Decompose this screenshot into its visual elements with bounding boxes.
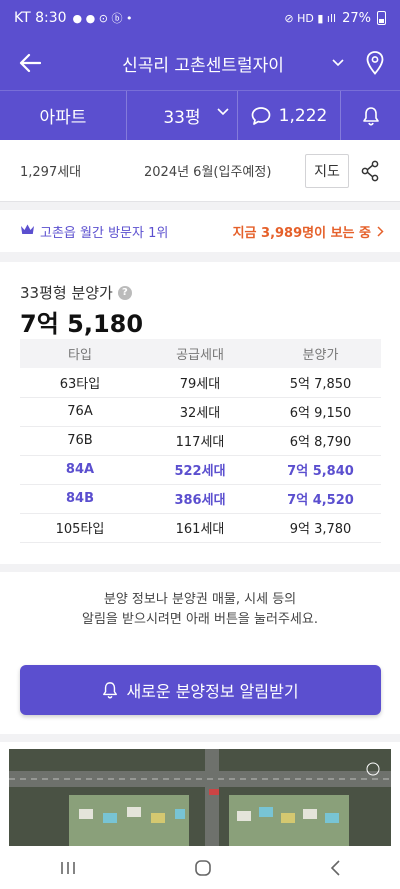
table-row: 76A 32세대 6억 9,150	[20, 397, 381, 427]
table-cell-type: 63타입	[20, 368, 140, 398]
notification-icons: ● ● ⊙ ⓑ •	[72, 12, 133, 25]
crown-icon	[21, 224, 34, 234]
bell-icon	[362, 106, 379, 125]
status-time: KT 8:30	[14, 10, 67, 26]
complex-info-row: 1,297세대 2024년 6월(입주예정) 지도	[0, 140, 400, 202]
subscribe-alert-button[interactable]: 새로운 분양정보 알림받기	[20, 665, 381, 715]
table-row: 105타입 161세대 9억 3,780	[20, 513, 381, 543]
table-cell-price: 6억 8,790	[260, 426, 381, 456]
location-pin-icon	[366, 51, 384, 75]
site-plan-section	[0, 742, 400, 846]
subscribe-alert-label: 새로운 분양정보 알림받기	[126, 682, 299, 701]
size-selector[interactable]: 33평	[127, 90, 238, 141]
chevron-down-icon	[332, 59, 344, 67]
title-dropdown[interactable]	[326, 59, 350, 67]
table-header-row: 타입 공급세대 분양가	[20, 339, 381, 368]
table-cell-type: 76A	[20, 397, 140, 427]
back-arrow-icon	[19, 53, 41, 73]
map-button[interactable]: 지도	[305, 154, 349, 188]
price-section: 33평형 분양가 ? 7억 5,180 타입 공급세대 분양가 63타입 79세대…	[0, 262, 400, 564]
alert-line-1: 분양 정보나 분양권 매물, 시세 등의	[103, 592, 297, 607]
table-cell-type: 105타입	[20, 513, 140, 543]
back-button[interactable]	[0, 36, 60, 90]
app-header: 신곡리 고촌센트럴자이	[0, 36, 400, 90]
table-cell-units: 161세대	[140, 513, 260, 543]
household-count: 1,297세대	[20, 165, 82, 180]
table-cell-units: 79세대	[140, 368, 260, 398]
table-row: 84A 522세대 7억 5,840	[20, 455, 381, 485]
live-viewers-text: 지금 3,989명이 보는 중	[232, 225, 371, 241]
table-cell-price: 6억 9,150	[260, 397, 381, 427]
table-cell-price: 9억 3,780	[260, 513, 381, 543]
chevron-down-icon	[217, 107, 229, 115]
bell-icon	[103, 682, 118, 699]
comments-button[interactable]: 1,222	[238, 90, 341, 141]
table-cell-type: 76B	[20, 426, 140, 456]
question-icon[interactable]: ?	[117, 285, 132, 300]
table-cell-price: 5억 7,850	[260, 368, 381, 398]
nav-recent-icon[interactable]	[59, 860, 77, 876]
price-label: 33평형 분양가	[20, 284, 113, 302]
system-nav-bar	[0, 846, 400, 889]
table-row: 63타입 79세대 5억 7,850	[20, 368, 381, 398]
table-cell-type: 84A	[20, 455, 140, 485]
move-in-date: 2024년 6월(입주예정)	[144, 165, 272, 180]
alert-section: 분양 정보나 분양권 매물, 시세 등의 알림을 받으시려면 아래 버튼을 눌러…	[0, 572, 400, 734]
battery-level: 27%	[342, 10, 371, 26]
status-bar: KT 8:30 ● ● ⊙ ⓑ • ⊘ HD ▮ ıll 27%	[0, 0, 400, 36]
table-cell-units: 386세대	[140, 484, 260, 514]
nav-home-icon[interactable]	[194, 859, 212, 877]
table-row: 76B 117세대 6억 8,790	[20, 426, 381, 456]
comment-icon	[251, 106, 271, 125]
filter-bar: 아파트 33평 1,222	[0, 90, 400, 141]
nav-back-icon[interactable]	[329, 859, 341, 877]
visitor-rank-banner[interactable]: 고촌읍 월간 방문자 1위 지금 3,989명이 보는 중	[0, 210, 400, 252]
location-button[interactable]	[350, 51, 400, 75]
property-type-tab[interactable]: 아파트	[0, 90, 127, 141]
size-label: 33평	[163, 108, 201, 128]
chevron-right-icon	[377, 225, 384, 237]
column-header: 타입	[20, 339, 140, 368]
table-cell-price: 7억 5,840	[260, 455, 381, 485]
table-cell-units: 32세대	[140, 397, 260, 427]
table-cell-units: 522세대	[140, 455, 260, 485]
alert-line-2: 알림을 받으시려면 아래 버튼을 눌러주세요.	[82, 612, 318, 627]
table-row: 84B 386세대 7억 4,520	[20, 484, 381, 514]
alert-description: 분양 정보나 분양권 매물, 시세 등의 알림을 받으시려면 아래 버튼을 눌러…	[0, 590, 400, 630]
column-header: 공급세대	[140, 339, 260, 368]
battery-icon	[377, 11, 386, 25]
price-label-row: 33평형 분양가 ?	[20, 282, 132, 303]
share-icon[interactable]	[360, 160, 380, 182]
notification-button[interactable]	[341, 91, 400, 141]
column-header: 분양가	[260, 339, 381, 368]
rank-text: 고촌읍 월간 방문자 1위	[40, 225, 169, 241]
live-viewers[interactable]: 지금 3,989명이 보는 중	[233, 222, 384, 241]
table-cell-type: 84B	[20, 484, 140, 514]
site-plan-image[interactable]	[9, 749, 391, 846]
price-amount: 7억 5,180	[20, 310, 144, 338]
site-plan-drawing	[9, 749, 391, 846]
page-title[interactable]: 신곡리 고촌센트럴자이	[122, 55, 284, 76]
table-cell-units: 117세대	[140, 426, 260, 456]
comment-count: 1,222	[278, 105, 328, 126]
table-cell-price: 7억 4,520	[260, 484, 381, 514]
signal-icons: ⊘ HD ▮ ıll	[284, 11, 337, 25]
unit-type-table: 타입 공급세대 분양가 63타입 79세대 5억 7,850 76A 32세대 6억 9,…	[20, 339, 381, 543]
